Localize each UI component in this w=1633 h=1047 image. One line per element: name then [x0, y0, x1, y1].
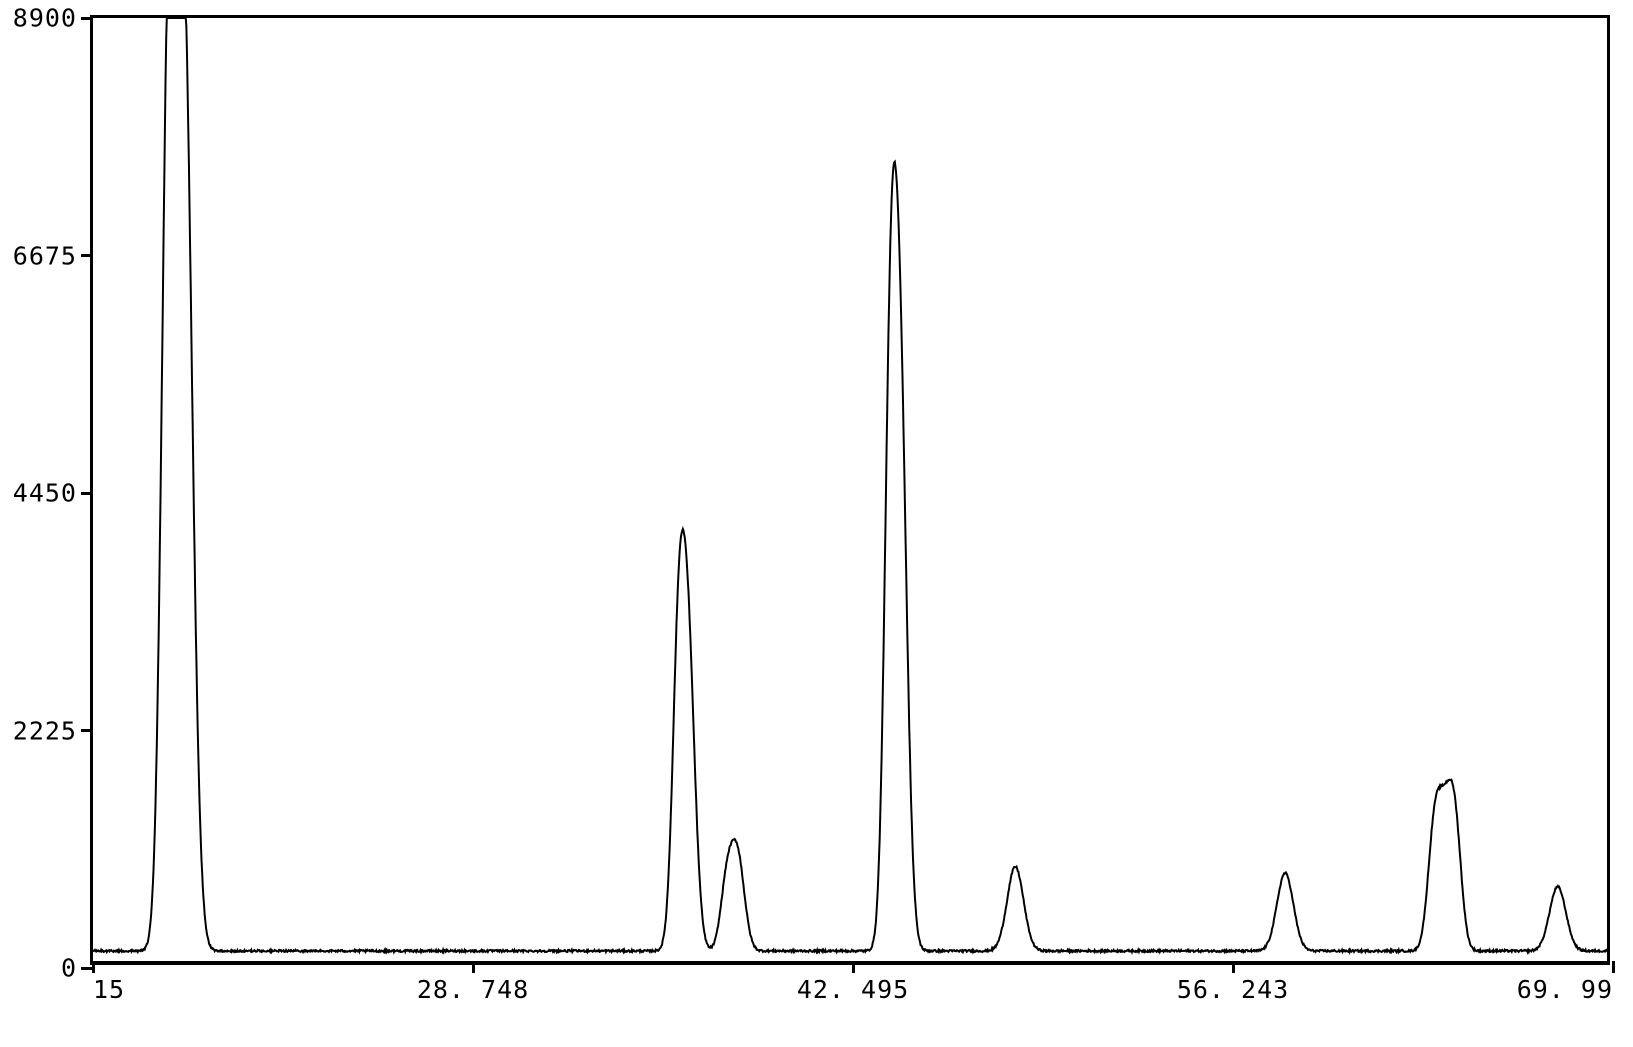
y-tick-label: 2225	[13, 716, 77, 745]
xrd-chart: 022254450667589001528. 74842. 49556. 243…	[90, 15, 1610, 1015]
y-tick	[81, 254, 93, 257]
y-tick	[81, 17, 93, 20]
x-tick	[852, 961, 855, 973]
y-tick-label: 6675	[13, 241, 77, 270]
y-tick-label: 0	[61, 954, 77, 983]
y-tick	[81, 492, 93, 495]
x-tick	[92, 961, 95, 973]
x-tick	[472, 961, 475, 973]
x-tick	[1612, 961, 1615, 973]
x-tick-label: 42. 495	[797, 975, 909, 1004]
plot-area: 022254450667589001528. 74842. 49556. 243…	[90, 15, 1610, 965]
x-tick-label: 56. 243	[1177, 975, 1289, 1004]
y-tick	[81, 729, 93, 732]
y-tick-label: 8900	[13, 4, 77, 33]
x-tick-label: 69. 99	[1517, 975, 1613, 1004]
y-tick-label: 4450	[13, 479, 77, 508]
x-tick-label: 15	[93, 975, 125, 1004]
x-tick-label: 28. 748	[417, 975, 529, 1004]
x-tick	[1232, 961, 1235, 973]
spectrum-trace	[93, 18, 1607, 961]
